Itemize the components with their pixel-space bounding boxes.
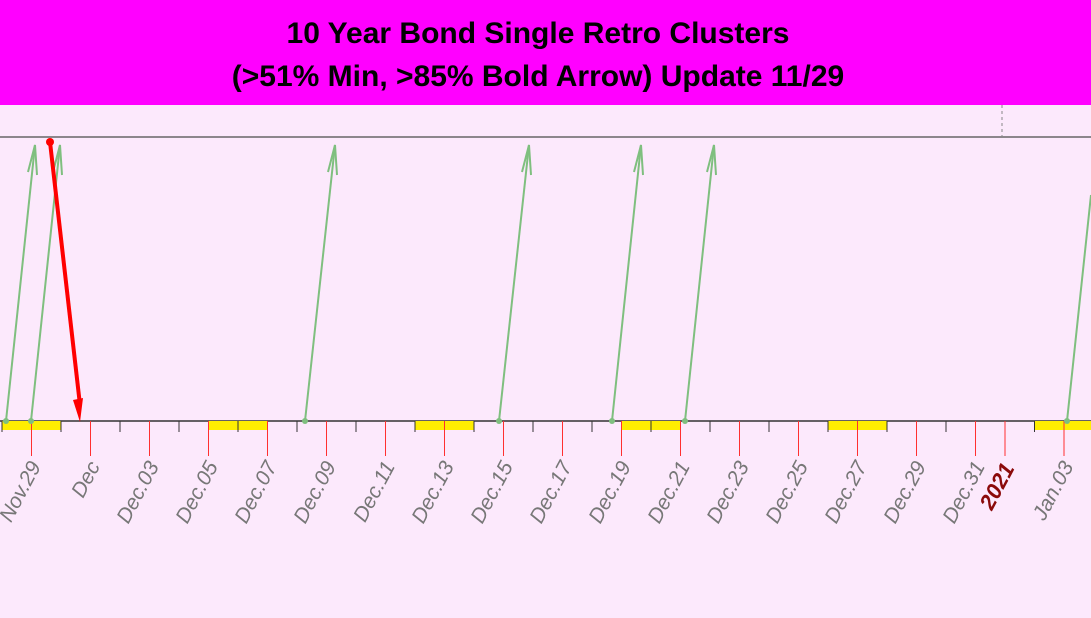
- arrow: [498, 144, 530, 422]
- red-arrow: [46, 138, 83, 422]
- arrow-heads: [27, 144, 717, 176]
- arrow: [5, 144, 36, 422]
- arrow: [1066, 194, 1091, 422]
- arrow: [684, 144, 715, 422]
- day-ticks: [1, 421, 1065, 456]
- cycle-band: [1034, 421, 1091, 430]
- arrow-bases: [3, 418, 1070, 424]
- arrow: [304, 144, 336, 422]
- arrow: [611, 144, 642, 422]
- title-bar: [0, 0, 1091, 105]
- green-arrows: [5, 144, 1091, 422]
- chart-subtitle: (>51% Min, >85% Bold Arrow) Update 11/29: [232, 60, 844, 93]
- chart-title: 10 Year Bond Single Retro Clusters: [287, 17, 790, 50]
